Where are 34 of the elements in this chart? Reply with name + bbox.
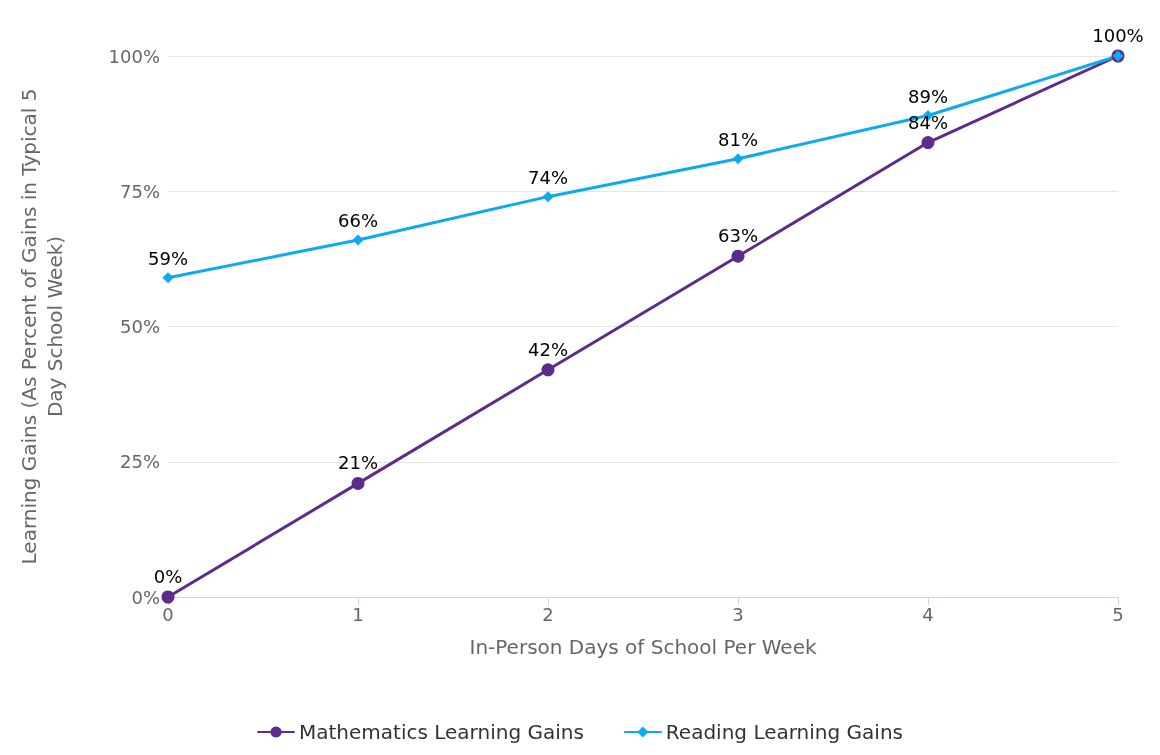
data-label: 42% xyxy=(527,338,569,360)
point xyxy=(351,476,365,490)
legend-label: Mathematics Learning Gains xyxy=(299,720,584,744)
y-tick-label: 0% xyxy=(131,586,160,608)
x-tick-label: 3 xyxy=(732,603,744,625)
point xyxy=(541,363,555,377)
data-label: 63% xyxy=(717,225,759,247)
y-tick-label: 75% xyxy=(119,180,160,202)
x-tick-label: 2 xyxy=(542,603,554,625)
data-label: 84% xyxy=(907,111,949,133)
point xyxy=(542,191,554,203)
point xyxy=(162,272,174,284)
data-label: 100% xyxy=(1092,25,1144,46)
data-label: 21% xyxy=(337,452,379,474)
x-tick-label: 1 xyxy=(352,603,364,625)
x-tick-label: 0 xyxy=(162,603,174,625)
legend-label: Reading Learning Gains xyxy=(665,720,903,744)
data-label: 81% xyxy=(717,128,759,150)
data-label: 89% xyxy=(907,85,949,107)
data-label: 59% xyxy=(147,247,189,269)
x-axis-title: In-Person Days of School Per Week xyxy=(469,635,817,659)
point xyxy=(352,234,364,246)
point xyxy=(732,153,744,165)
y-tick-label: 25% xyxy=(119,451,160,473)
y-tick-label: 100% xyxy=(108,45,160,67)
data-label: 74% xyxy=(527,166,569,188)
data-label: 0% xyxy=(153,566,183,587)
data-label: 66% xyxy=(337,209,379,231)
y-axis-title: Learning Gains (As Percent of Gains in Typical 5 Day School Week) xyxy=(17,88,67,565)
x-tick-label: 5 xyxy=(1112,603,1124,625)
x-tick-label: 4 xyxy=(922,603,934,625)
point xyxy=(921,136,935,150)
y-tick-label: 50% xyxy=(119,316,160,337)
point xyxy=(731,249,745,263)
